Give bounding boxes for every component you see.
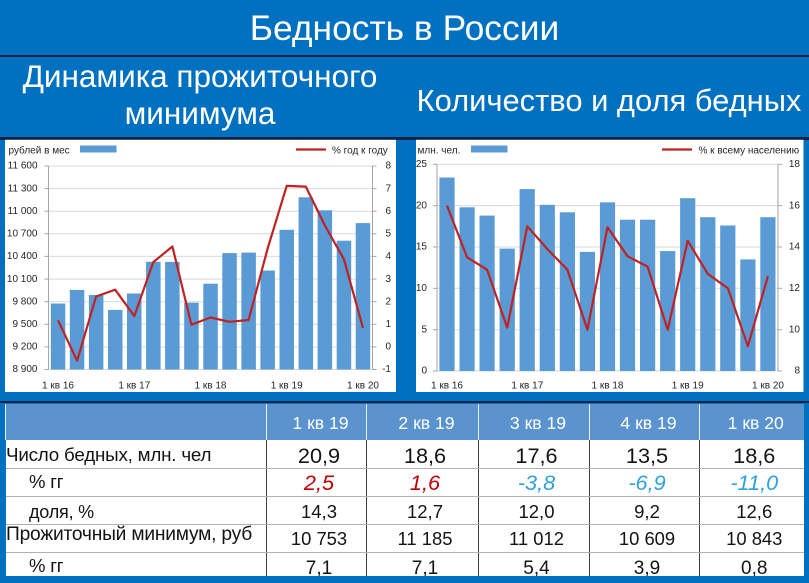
svg-text:9 500: 9 500	[12, 319, 37, 330]
svg-text:1 кв 18: 1 кв 18	[195, 381, 227, 392]
svg-text:15: 15	[416, 242, 428, 253]
svg-text:12: 12	[789, 283, 801, 294]
svg-text:0: 0	[421, 366, 427, 377]
svg-text:8: 8	[794, 366, 800, 377]
svg-text:18: 18	[789, 159, 801, 170]
svg-text:8: 8	[385, 161, 391, 172]
svg-text:9 200: 9 200	[12, 342, 37, 353]
svg-text:1 кв 19: 1 кв 19	[672, 381, 704, 392]
svg-text:5: 5	[385, 229, 391, 240]
svg-text:10 400: 10 400	[7, 251, 38, 262]
svg-text:0: 0	[385, 342, 391, 353]
svg-text:3: 3	[385, 274, 391, 285]
svg-text:рублей в мес: рублей в мес	[9, 145, 70, 157]
svg-text:8 900: 8 900	[12, 364, 37, 375]
svg-text:2: 2	[385, 296, 391, 307]
svg-text:1 кв 16: 1 кв 16	[431, 381, 463, 392]
svg-text:11 600: 11 600	[8, 161, 38, 172]
svg-text:9 800: 9 800	[12, 296, 37, 307]
svg-text:11 300: 11 300	[8, 183, 38, 194]
svg-text:1 кв 16: 1 кв 16	[42, 381, 74, 392]
svg-text:-1: -1	[382, 364, 391, 375]
svg-text:10: 10	[416, 283, 428, 294]
svg-text:20: 20	[416, 200, 428, 211]
svg-text:14: 14	[789, 242, 801, 253]
svg-text:5: 5	[421, 324, 427, 335]
svg-text:1 кв 20: 1 кв 20	[347, 381, 379, 392]
svg-text:1 кв 20: 1 кв 20	[752, 381, 784, 392]
svg-text:10 100: 10 100	[7, 274, 38, 285]
svg-text:1 кв 19: 1 кв 19	[271, 381, 303, 392]
svg-text:11 000: 11 000	[8, 206, 38, 217]
svg-text:4: 4	[385, 251, 391, 262]
svg-text:1 кв 17: 1 кв 17	[118, 381, 150, 392]
svg-text:6: 6	[385, 206, 391, 217]
svg-text:1 кв 17: 1 кв 17	[511, 381, 543, 392]
svg-text:1: 1	[385, 319, 391, 330]
svg-text:16: 16	[789, 200, 801, 211]
svg-text:10 700: 10 700	[7, 229, 38, 240]
svg-text:% год к году: % год к году	[332, 146, 388, 157]
svg-text:1 кв 18: 1 кв 18	[592, 381, 624, 392]
svg-text:% к всему населению: % к всему населению	[699, 146, 800, 157]
svg-text:млн. чел.: млн. чел.	[418, 146, 461, 157]
svg-text:25: 25	[416, 159, 428, 170]
svg-text:7: 7	[385, 183, 391, 194]
svg-text:10: 10	[789, 324, 801, 335]
